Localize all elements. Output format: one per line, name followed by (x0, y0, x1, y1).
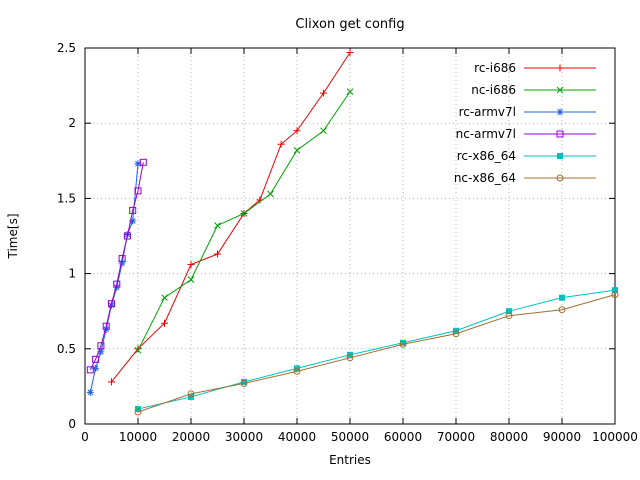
marker-cross (293, 146, 301, 154)
marker-plus (277, 140, 285, 148)
marker-square-open (86, 366, 94, 374)
x-tick-label: 60000 (384, 430, 422, 444)
marker-cross (161, 294, 168, 301)
marker-square-open (118, 255, 126, 263)
marker-circle-open (399, 340, 407, 348)
marker-circle-open (346, 354, 354, 362)
series-line-nc-armv7l (89, 162, 144, 371)
y-axis-label: Time[s] (6, 214, 20, 260)
marker-square-open (139, 158, 147, 166)
x-tick-label: 10000 (119, 430, 157, 444)
x-tick-label: 90000 (543, 430, 581, 444)
marker-circle-open (240, 379, 248, 387)
x-tick-label: 30000 (225, 430, 263, 444)
marker-cross (134, 346, 142, 354)
marker-circle-open (611, 291, 619, 299)
marker-plus (320, 89, 327, 97)
legend-label-rc-armv7l: rc-armv7l (459, 105, 516, 119)
marker-cross (556, 86, 564, 94)
marker-square-open (123, 232, 131, 240)
x-tick-label: 100000 (592, 430, 638, 444)
x-tick-label: 20000 (172, 430, 210, 444)
y-tick-label: 1.5 (57, 191, 76, 205)
x-tick-label: 80000 (490, 430, 528, 444)
marker-square-filled (557, 153, 563, 159)
marker-asterisk (556, 108, 564, 116)
marker-circle-open (558, 306, 566, 314)
marker-plus (108, 378, 115, 386)
legend-label-nc-armv7l: nc-armv7l (456, 127, 516, 141)
x-tick-label: 40000 (278, 430, 316, 444)
marker-circle-open (293, 367, 301, 375)
marker-square-open (92, 355, 100, 363)
marker-cross (240, 210, 248, 217)
marker-plus (214, 250, 221, 258)
marker-cross (187, 276, 195, 283)
marker-circle-open (134, 408, 142, 416)
marker-cross (346, 88, 354, 95)
x-tick-label: 50000 (331, 430, 369, 444)
marker-square-filled (506, 308, 512, 315)
marker-plus (346, 49, 354, 57)
marker-square-filled (400, 339, 406, 346)
chart-title: Clixon get config (295, 17, 404, 32)
marker-circle-open (187, 390, 195, 398)
marker-square-filled (241, 378, 247, 385)
marker-square-open (556, 130, 564, 138)
marker-circle-open (505, 312, 513, 320)
legend-label-nc-i686: nc-i686 (471, 83, 516, 97)
legend-label-rc-x86_64: rc-x86_64 (457, 149, 516, 163)
x-tick-label: 0 (81, 430, 89, 444)
y-tick-label: 1 (68, 267, 76, 281)
plot-border (84, 47, 616, 425)
marker-square-open (113, 280, 121, 288)
marker-plus (187, 261, 195, 269)
marker-cross (214, 222, 221, 229)
marker-asterisk (86, 388, 94, 396)
marker-square-open (108, 300, 115, 308)
marker-plus (161, 319, 168, 327)
marker-cross (320, 127, 327, 135)
y-tick-label: 0 (68, 417, 76, 431)
marker-square-open (97, 342, 105, 350)
marker-circle-open (452, 330, 460, 338)
marker-plus (293, 127, 301, 135)
marker-square-filled (559, 294, 565, 301)
marker-square-open (134, 187, 142, 195)
series-line-nc-x86_64 (137, 294, 616, 413)
series-line-rc-x86_64 (137, 289, 616, 410)
marker-square-open (129, 206, 137, 214)
marker-cross (267, 190, 274, 198)
marker-plus (134, 345, 142, 353)
marker-square-filled (612, 287, 618, 294)
x-tick-label: 70000 (437, 430, 475, 444)
plot-area: 0 10000 20000 30000 40000 50000 60000 70000 8000… (57, 41, 638, 444)
y-tick-label: 2 (68, 116, 76, 130)
y-tick-label: 2.5 (57, 41, 76, 55)
marker-circle-open (556, 174, 564, 182)
legend-label-nc-x86_64: nc-x86_64 (454, 171, 516, 185)
x-axis-label: Entries (329, 453, 371, 467)
legend-label-rc-i686: rc-i686 (474, 61, 516, 75)
marker-plus (556, 64, 564, 72)
marker-square-open (102, 322, 110, 330)
marker-asterisk (134, 160, 142, 168)
y-tick-label: 0.5 (57, 342, 76, 356)
